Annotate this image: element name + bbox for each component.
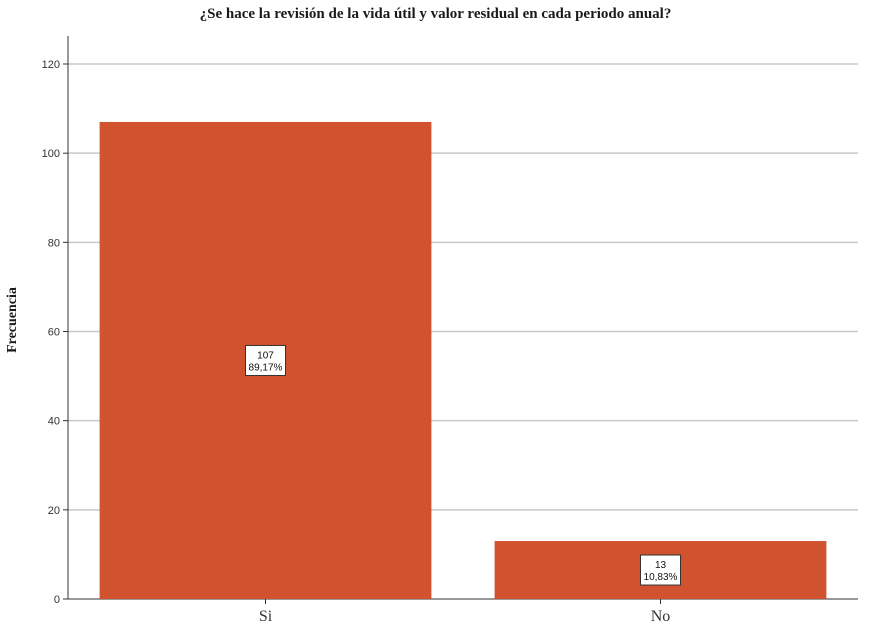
x-tick-label: No <box>651 608 671 625</box>
data-label-percent: 89,17% <box>249 362 283 373</box>
y-tick-label: 120 <box>42 59 60 71</box>
y-tick-label: 100 <box>42 148 60 160</box>
y-tick-label: 0 <box>54 594 60 606</box>
data-label-box <box>245 344 286 376</box>
y-tick-label: 20 <box>48 505 60 517</box>
data-label-count: 13 <box>655 560 667 571</box>
x-tick-label: Si <box>259 608 273 625</box>
data-label-count: 107 <box>257 350 274 361</box>
data-label-box <box>640 554 681 586</box>
y-tick-label: 80 <box>48 237 60 249</box>
chart-title: ¿Se hace la revisión de la vida útil y v… <box>199 6 672 22</box>
y-tick-label: 60 <box>48 327 60 339</box>
y-tick-label: 40 <box>48 416 60 428</box>
data-label-percent: 10,83% <box>644 572 678 583</box>
